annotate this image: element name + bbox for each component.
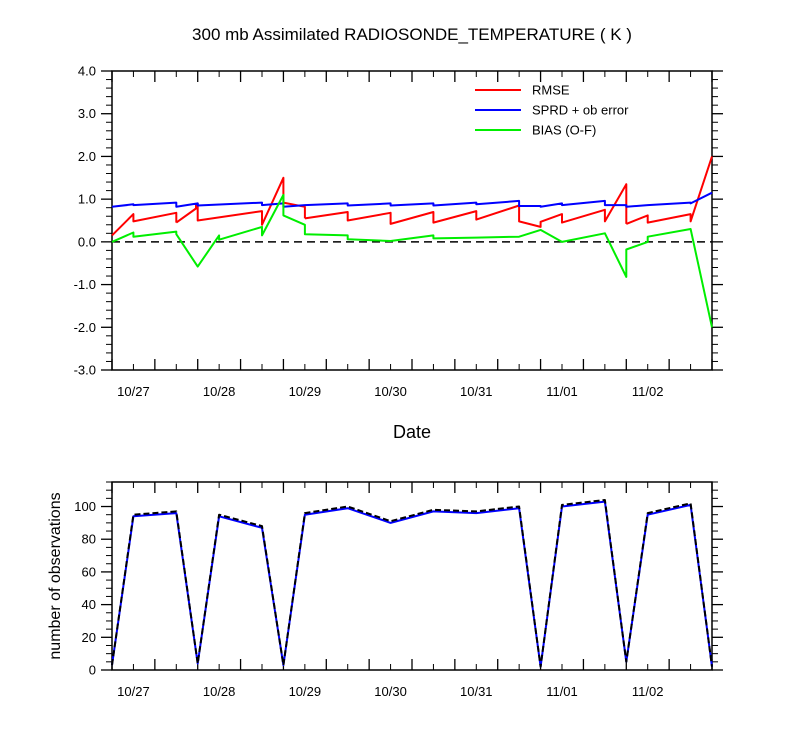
- x-tick-label: 10/28: [203, 684, 236, 699]
- y-tick-label: 100: [74, 499, 96, 514]
- series-line-bias-o-f-: [111, 193, 713, 328]
- x-tick-label: 11/01: [546, 684, 578, 699]
- bottom-panel: 10/27 10/28 10/29 10/30 10/31 11/01 11/02 0 20 40…: [74, 481, 723, 699]
- x-tick-label: 11/01: [546, 384, 578, 399]
- x-tick-label: 10/27: [117, 684, 150, 699]
- y-axis-title-observations: number of observations: [47, 492, 64, 659]
- x-tick-label: 11/02: [632, 684, 664, 699]
- y-tick-label: 20: [82, 630, 96, 645]
- series-line-sprd-ob-error: [111, 191, 713, 208]
- top-panel: 10/27 10/28 10/29 10/30 10/31 11/01 11/02 4.0 3.…: [74, 64, 723, 399]
- x-tick-label: 10/31: [460, 384, 493, 399]
- observation-count-line-solid: [111, 500, 713, 668]
- x-tick-label: 10/28: [203, 384, 236, 399]
- y-tick-label: 1.0: [78, 192, 96, 207]
- y-tick-label: 4.0: [78, 64, 96, 79]
- y-tick-label: 0: [89, 663, 96, 678]
- x-tick-label: 10/29: [289, 384, 322, 399]
- x-tick-label: 10/31: [460, 684, 493, 699]
- x-tick-label: 10/30: [374, 384, 407, 399]
- x-tick-label: 10/27: [117, 384, 150, 399]
- y-tick-label: -1.0: [74, 277, 96, 292]
- x-tick-label: 11/02: [632, 384, 664, 399]
- chart-title: 300 mb Assimilated RADIOSONDE_TEMPERATUR…: [192, 25, 632, 44]
- observation-count-line-dashed: [111, 499, 713, 668]
- legend-label: BIAS (O-F): [532, 123, 596, 138]
- y-tick-label: -2.0: [74, 320, 96, 335]
- series-line-rmse: [111, 211, 178, 237]
- y-tick-label: 0.0: [78, 234, 96, 249]
- y-tick-label: 60: [82, 564, 96, 579]
- series-line-rmse: [175, 176, 306, 226]
- plot-frame: [111, 481, 713, 671]
- legend-label: RMSE: [532, 83, 570, 98]
- y-tick-label: -3.0: [74, 363, 96, 378]
- x-tick-label: 10/29: [289, 684, 322, 699]
- series-line-rmse: [625, 156, 713, 225]
- x-axis-title: Date: [393, 422, 431, 442]
- y-tick-label: 2.0: [78, 149, 96, 164]
- legend-label: SPRD + ob error: [532, 103, 629, 118]
- y-tick-label: 3.0: [78, 106, 96, 121]
- y-tick-label: 80: [82, 532, 96, 547]
- y-tick-label: 40: [82, 597, 96, 612]
- x-tick-label: 10/30: [374, 684, 407, 699]
